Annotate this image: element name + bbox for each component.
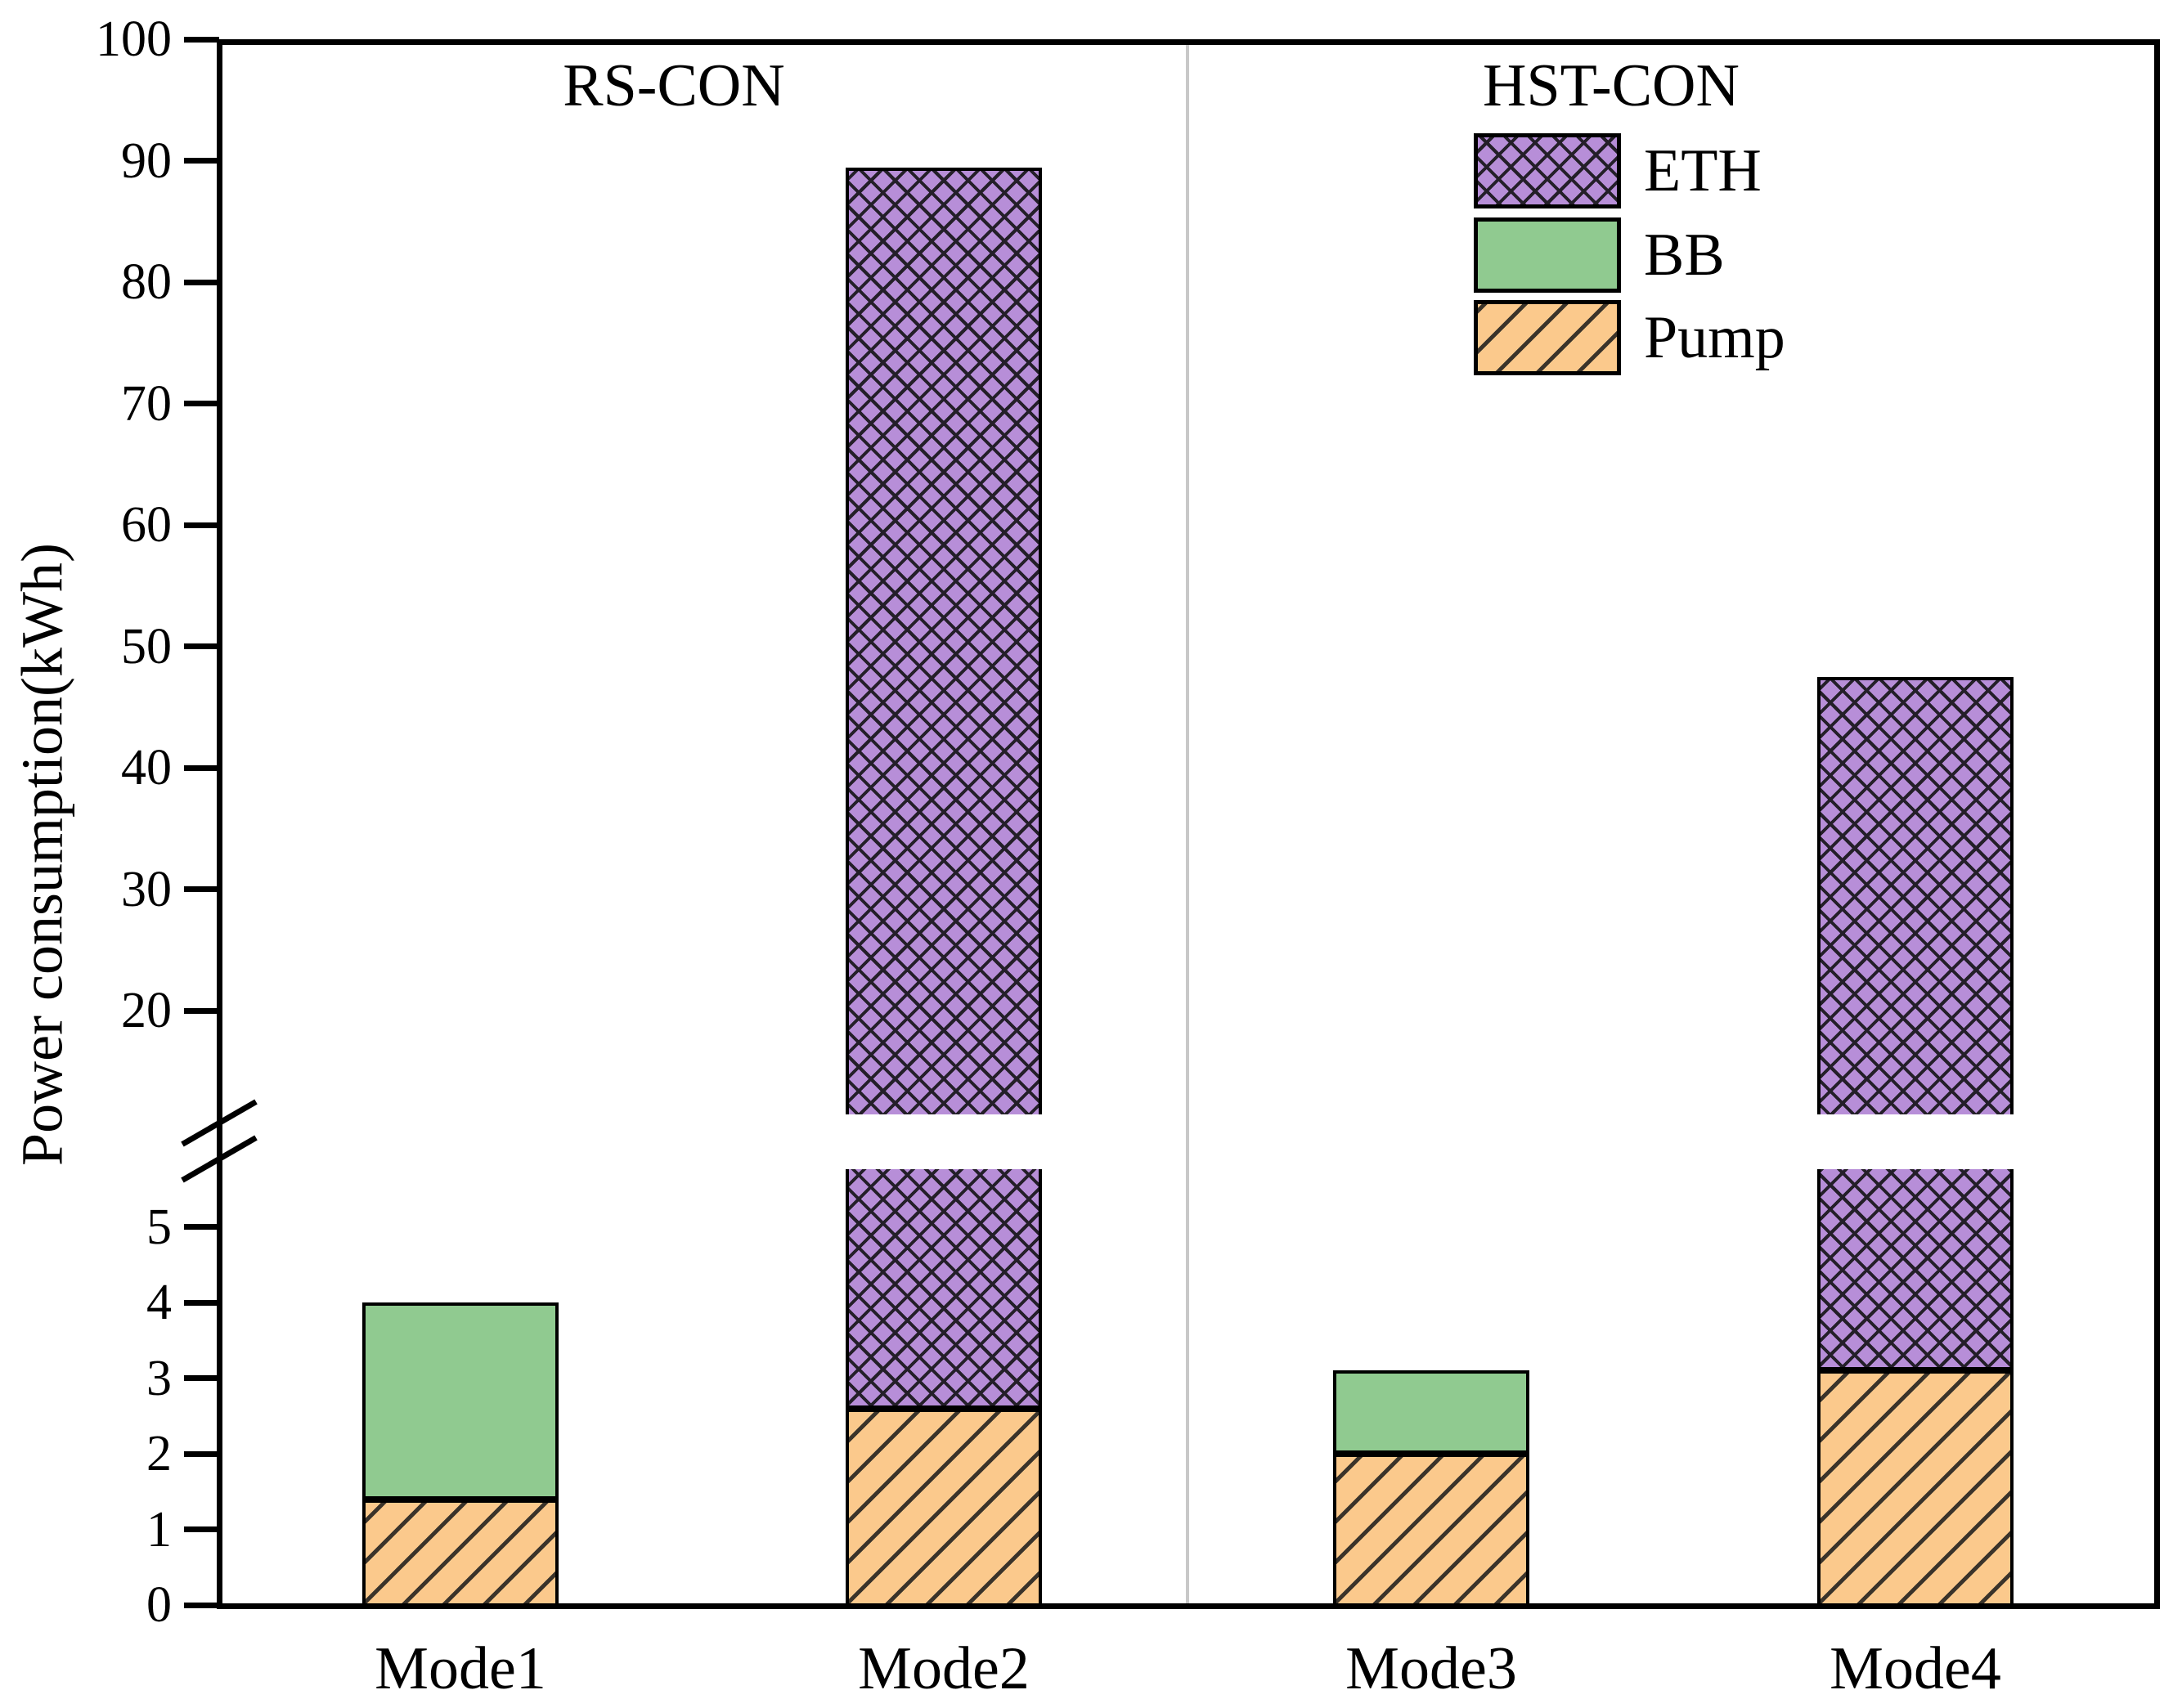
bar-mode1-bb-segment (362, 1302, 559, 1500)
y-tick-upper-20-mark (184, 1007, 219, 1014)
legend-label-pump: Pump (1644, 304, 1785, 371)
y-tick-upper-100-mark (184, 36, 219, 43)
bar-mode1-pump-segment (362, 1499, 559, 1609)
y-tick-upper-30-mark (184, 886, 219, 892)
legend-label-eth: ETH (1644, 137, 1762, 204)
y-tick-upper-70-label: 70 (121, 375, 172, 432)
y-tick-upper-50-mark (184, 643, 219, 649)
y-tick-lower-4-label: 4 (146, 1275, 172, 1330)
x-label-mode2: Mode2 (858, 1635, 1030, 1702)
bar-mode4-eth-segment (1817, 1169, 2014, 1371)
y-tick-lower-3-label: 3 (146, 1350, 172, 1406)
region-divider-line (1186, 45, 1189, 1603)
region-label-rs-con: RS-CON (563, 52, 785, 119)
x-label-mode3: Mode3 (1345, 1635, 1517, 1702)
y-tick-upper-50-label: 50 (121, 618, 172, 675)
bar-mode3-bb-segment (1333, 1370, 1529, 1454)
y-tick-lower-1-label: 1 (146, 1501, 172, 1558)
y-tick-lower-5-mark (184, 1224, 219, 1230)
y-tick-upper-100-label: 100 (96, 11, 172, 67)
y-tick-lower-5-label: 5 (146, 1199, 172, 1255)
x-label-mode1: Mode1 (375, 1635, 546, 1702)
y-tick-upper-30-label: 30 (121, 861, 172, 917)
y-tick-upper-80-mark (184, 279, 219, 285)
bar-mode2-pump-segment (846, 1408, 1042, 1609)
legend-swatch-bb (1474, 217, 1621, 293)
x-label-mode4: Mode4 (1830, 1635, 2001, 1702)
legend-swatch-pump (1474, 300, 1621, 375)
plot-panel-lower (222, 1169, 2154, 1609)
plot-panel-upper (222, 39, 2154, 1114)
bar-mode4-pump-segment (1817, 1370, 2014, 1609)
bar-mode2-eth-segment (846, 1169, 1042, 1409)
bar-mode2-eth-segment (846, 168, 1042, 1114)
bar-mode4-eth-segment (1817, 676, 2014, 1114)
y-tick-upper-70-mark (184, 401, 219, 406)
y-tick-lower-4-mark (184, 1299, 219, 1306)
y-tick-lower-2-mark (184, 1450, 219, 1457)
region-label-hst-con: HST-CON (1483, 52, 1740, 119)
y-tick-upper-20-label: 20 (121, 983, 172, 1038)
y-tick-lower-0-mark (184, 1602, 219, 1608)
y-tick-upper-90-mark (184, 158, 219, 164)
y-tick-lower-3-mark (184, 1375, 219, 1381)
y-tick-upper-40-mark (184, 764, 219, 771)
y-tick-upper-60-mark (184, 522, 219, 528)
y-tick-upper-90-label: 90 (121, 132, 172, 189)
y-tick-upper-40-label: 40 (121, 740, 172, 796)
y-tick-upper-80-label: 80 (121, 254, 172, 310)
y-tick-lower-1-mark (184, 1526, 219, 1532)
y-tick-lower-2-label: 2 (146, 1426, 172, 1482)
legend-swatch-eth (1474, 133, 1621, 208)
bar-mode3-pump-segment (1333, 1454, 1529, 1609)
y-tick-lower-0-label: 0 (146, 1577, 172, 1633)
y-tick-upper-60-label: 60 (121, 497, 172, 553)
legend-label-bb: BB (1644, 222, 1725, 289)
